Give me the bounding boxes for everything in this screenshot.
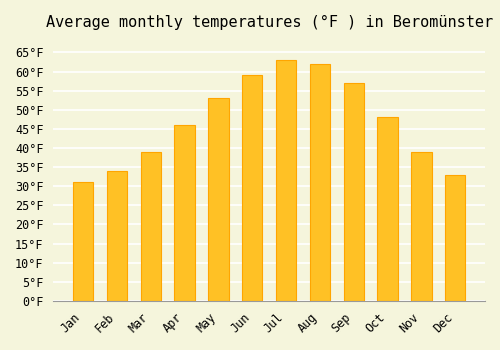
Bar [106, 171, 127, 301]
Bar [310, 64, 330, 301]
Bar [276, 60, 296, 301]
Bar [411, 152, 432, 301]
Bar [140, 152, 161, 301]
Bar [445, 175, 466, 301]
Bar [344, 83, 364, 301]
Bar [174, 125, 195, 301]
Bar [378, 117, 398, 301]
Bar [242, 75, 262, 301]
Bar [73, 182, 93, 301]
Title: Average monthly temperatures (°F ) in Beromünster: Average monthly temperatures (°F ) in Be… [46, 15, 492, 30]
Bar [208, 98, 229, 301]
